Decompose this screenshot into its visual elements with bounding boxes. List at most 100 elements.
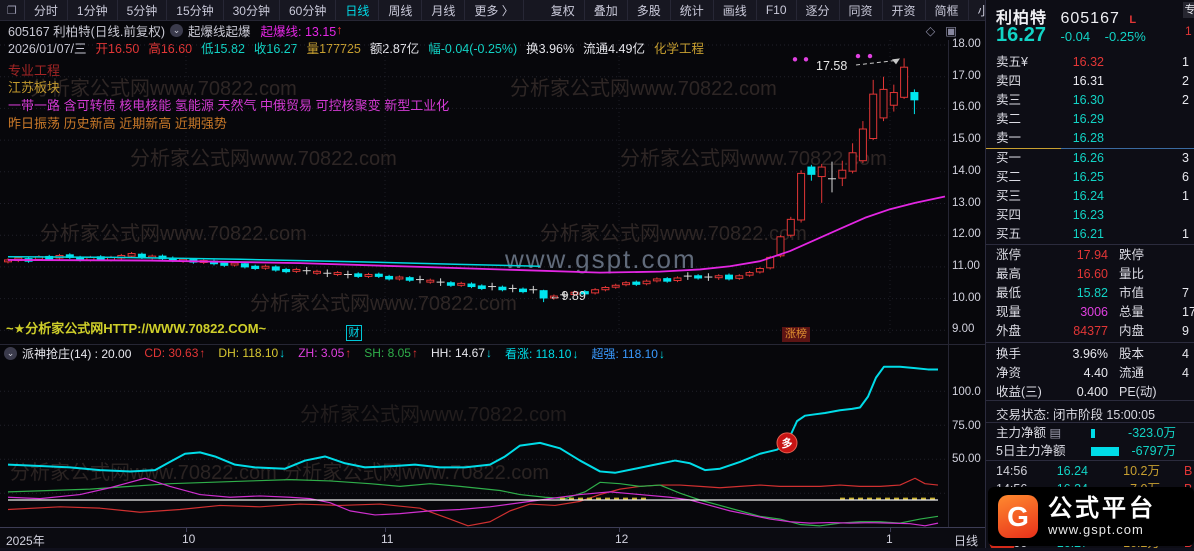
toolbar-item-15分钟[interactable]: 15分钟 [167, 0, 224, 20]
toolbar-item-5分钟[interactable]: 5分钟 [118, 0, 168, 20]
stat-label: 内盘 [1119, 324, 1145, 338]
bid-price: 16.21 [1072, 227, 1104, 241]
tag-patterns: 昨日振荡 历史新高 近期新高 近期强势 [8, 116, 227, 131]
ask-row[interactable]: 卖二 16.29 [986, 110, 1194, 129]
indicator-arrow: ↓ [485, 346, 492, 360]
toolbar-item-开资[interactable]: 开资 [883, 0, 926, 20]
toolbar-item-更多 〉[interactable]: 更多 〉 [465, 0, 524, 20]
toolbar-item-F10[interactable]: F10 [757, 0, 797, 20]
stat-label: 净资 [996, 366, 1022, 380]
bid-price: 16.24 [1072, 189, 1104, 203]
ask-row[interactable]: 卖一 16.28 [986, 129, 1194, 148]
rank-marker[interactable]: 涨榜 [782, 327, 810, 342]
axis-divider [948, 40, 949, 527]
bid-label: 买五 [996, 227, 1022, 241]
panel-icon[interactable]: ▣ [945, 23, 957, 38]
svg-text:←9.89: ←9.89 [549, 289, 586, 303]
toolbar-item-统计[interactable]: 统计 [671, 0, 714, 20]
y-tick-label: 17.00 [952, 69, 981, 82]
stat-row: 涨停 17.94 跌停 [986, 246, 1194, 265]
stock-info-row: 605167 利柏特(日线.前复权) ⌄ 起爆线起爆 起爆线: 13.15 ↑ … [0, 21, 985, 39]
bid-row[interactable]: 买五 16.21 1 [986, 225, 1194, 244]
svg-text:分析家公式网www.70822.com: 分析家公式网www.70822.com [250, 292, 517, 315]
news-marker[interactable]: 财 [346, 325, 362, 341]
y-tick-label: 10.00 [952, 291, 981, 304]
ask-qty-clipped: 2 [1182, 93, 1189, 107]
stat-label: 最低 [996, 286, 1022, 300]
toolbar-item-简框[interactable]: 简框 [926, 0, 969, 20]
toolbar-item-30分钟[interactable]: 30分钟 [224, 0, 280, 20]
indicator-arrow: ↓ [279, 346, 286, 360]
indicator-name[interactable]: 起爆线起爆 [187, 24, 251, 39]
y-tick-label: 18.00 [952, 38, 981, 50]
indicator-arrow: ↑ [345, 346, 352, 360]
flow5-bar [1091, 447, 1119, 456]
main-candlestick-chart[interactable]: 分析家公式网www.70822.com 分析家公式网www.70822.com 分析… [0, 40, 948, 334]
bid-row[interactable]: 买三 16.24 1 [986, 187, 1194, 206]
svg-text:17.58: 17.58 [816, 59, 847, 73]
platform-logo-overlay: G 公式平台 www.gspt.com [988, 487, 1194, 546]
x-tick-label: 10 [182, 532, 196, 546]
long-signal-badge: 多 [782, 436, 793, 450]
toolbar-item-逐分[interactable]: 逐分 [797, 0, 840, 20]
logo-url: www.gspt.com [1048, 522, 1144, 537]
chevron-down-icon[interactable]: ⌄ [169, 23, 183, 37]
stat-row: 现量 3006 总量 17 [986, 303, 1194, 322]
indicator-stat: 派神抢庄(14) : 20.00 [22, 346, 132, 361]
svg-text:分析家公式网www.70822.com: 分析家公式网www.70822.com [510, 77, 777, 100]
svg-text:分析家公式网www.70822.com: 分析家公式网www.70822.com [40, 222, 307, 245]
book-divider [986, 148, 1194, 149]
toolbar-item-多股[interactable]: 多股 [628, 0, 671, 20]
toolbar-item-60分钟[interactable]: 60分钟 [280, 0, 337, 20]
logo-title: 公式平台 [1048, 495, 1156, 522]
ask-row[interactable]: 卖四 16.31 2 [986, 72, 1194, 91]
watermark-footer-url: ~★分析家公式网HTTP://WWW.70822.COM~ [6, 321, 267, 336]
section-divider [986, 460, 1194, 461]
list-icon[interactable]: ▤ [1049, 426, 1062, 440]
y-tick-label: 11.00 [952, 259, 980, 272]
y-tick-label: 14.00 [952, 164, 981, 177]
ask-price: 16.28 [1072, 131, 1104, 145]
toolbar-item-分时[interactable]: 分时 [25, 0, 68, 20]
toolbar-item-周线[interactable]: 周线 [379, 0, 423, 20]
y-tick-label: 100.0 [952, 386, 981, 398]
bid-label: 买四 [996, 208, 1022, 222]
indicator-stat: 超强: 118.10↓ [591, 346, 665, 361]
diamond-icon[interactable]: ◇ [925, 23, 936, 38]
bid-price: 16.23 [1072, 208, 1104, 222]
quote-sidebar: 利柏特 605167 L 专 1 16.27 -0.04 -0.25% 卖五¥ 1… [985, 0, 1194, 551]
period-label[interactable]: 日线 [954, 534, 979, 548]
section-divider [986, 342, 1194, 343]
bid-row[interactable]: 买二 16.25 6 [986, 168, 1194, 187]
tick-time: 14:56 [996, 464, 1028, 478]
stat-value-clipped: 4 [1182, 347, 1189, 361]
side-tab-partial[interactable]: 专 [1183, 2, 1194, 18]
indicator-stat: ZH: 3.05↑ [298, 346, 352, 360]
bid-row[interactable]: 买一 16.26 3 [986, 149, 1194, 168]
toolbar-item-1分钟[interactable]: 1分钟 [68, 0, 118, 20]
toolbar-item-同资[interactable]: 同资 [840, 0, 883, 20]
toolbar-item-画线[interactable]: 画线 [714, 0, 757, 20]
y-tick-label: 16.00 [952, 101, 981, 114]
window-icon[interactable]: ❐ [0, 0, 25, 20]
stat-value-clipped: 9 [1182, 324, 1189, 338]
chevron-down-icon[interactable]: ⌄ [4, 346, 17, 360]
ohlc-segment: 高16.60 [148, 42, 193, 56]
bid-row[interactable]: 买四 16.23 [986, 206, 1194, 225]
toolbar-item-月线[interactable]: 月线 [422, 0, 466, 20]
svg-text:www.gspt.com: www.gspt.com [504, 244, 697, 274]
bid-price: 16.25 [1072, 170, 1104, 184]
ask-row[interactable]: 卖五¥ 16.32 1 [986, 53, 1194, 72]
ask-row[interactable]: 卖三 16.30 2 [986, 91, 1194, 110]
stat-label: 外盘 [996, 324, 1022, 338]
indicator-chart[interactable]: 分析家公式网www.70822.com 分析家公式网www.70822.com分… [0, 361, 948, 527]
sidebar-stock-title: 利柏特 605167 L [996, 4, 1137, 28]
logo-g-icon: G [998, 495, 1038, 538]
toolbar-item-复权[interactable]: 复权 [542, 0, 585, 20]
toolbar-item-叠加[interactable]: 叠加 [585, 0, 628, 20]
stat-value: 3006 [1080, 305, 1108, 319]
signal-up-arrow: ↑ [336, 23, 343, 37]
main-flow-value: -323.0万 [1128, 426, 1176, 440]
toolbar-item-日线[interactable]: 日线 [336, 0, 380, 20]
flow5-label: 5日主力净额 [996, 444, 1066, 458]
